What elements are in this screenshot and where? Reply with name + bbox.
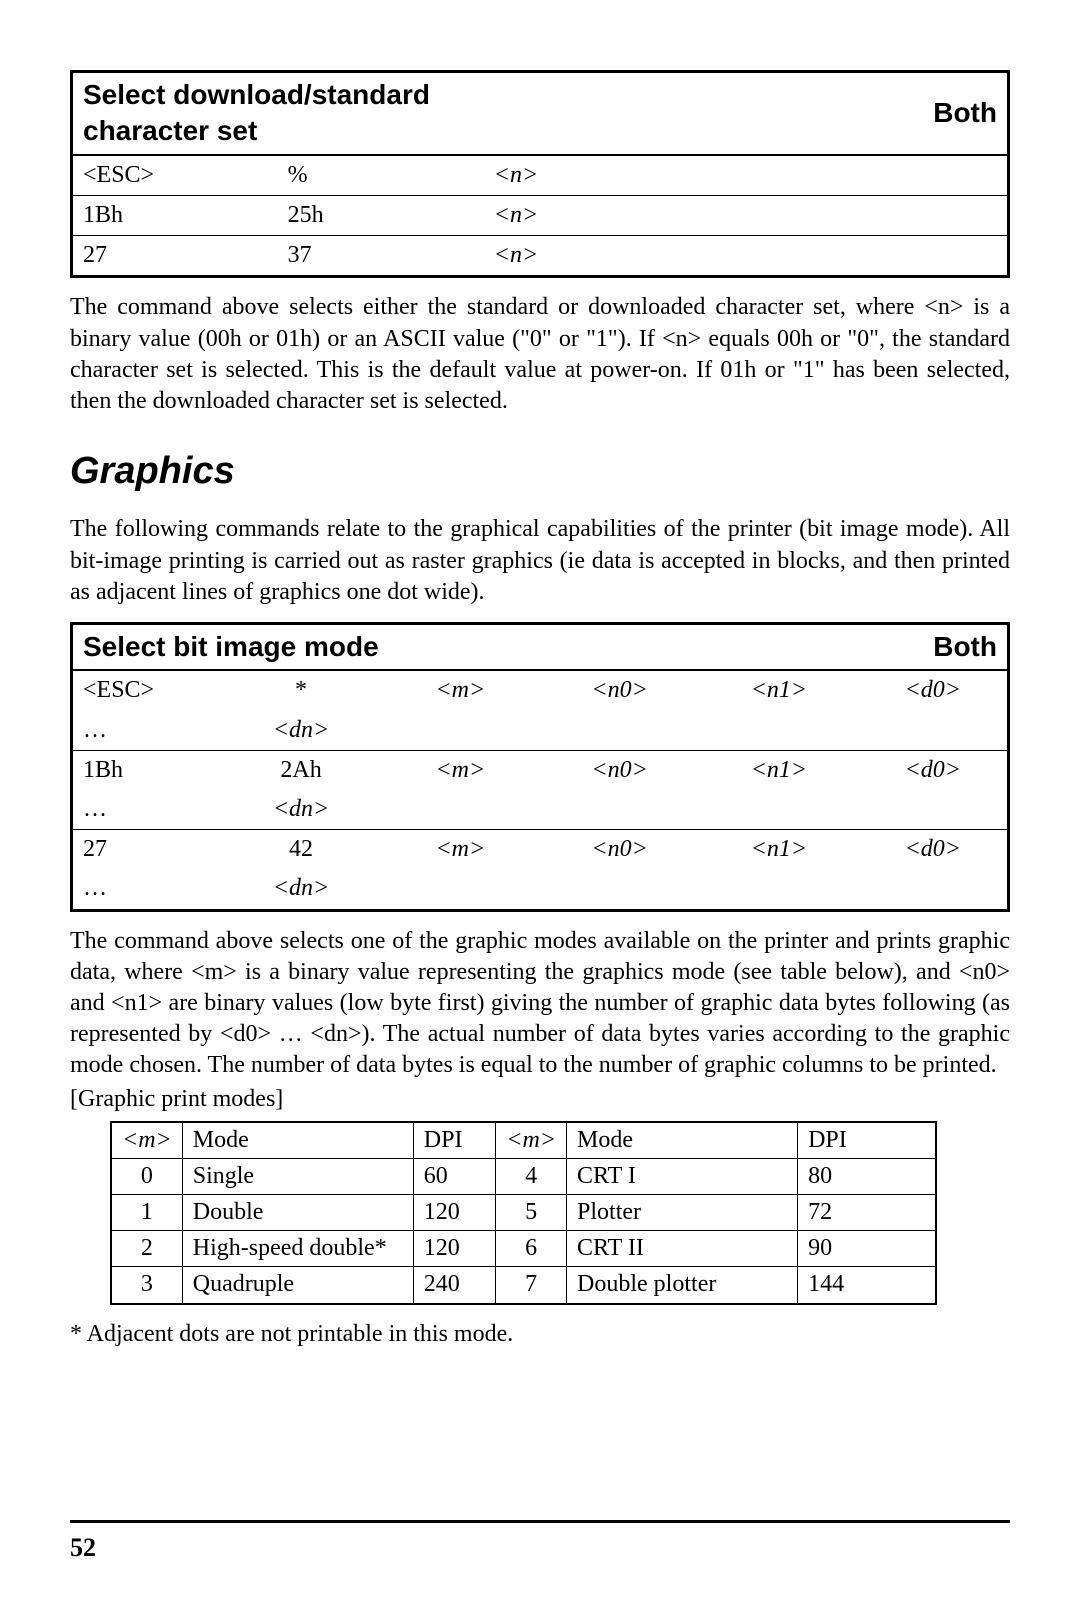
section-heading-graphics: Graphics [70,447,1010,496]
t1-r2-c1: 27 [72,236,278,277]
dpi-h-m1: <m> [111,1122,182,1159]
dpi-r2-dpi2: 90 [798,1231,937,1267]
dpi-h-mode1: Mode [182,1122,413,1159]
dpi-r2-m2: 6 [496,1231,567,1267]
dpi-r3-mode1: Quadruple [182,1267,413,1304]
t2-r1-s1: … [72,790,222,830]
t1-r1-c1: 1Bh [72,195,278,235]
t1-r2-c2: 37 [278,236,484,277]
t1-r2-c3: <n> [484,236,1009,277]
t2-r0-s2: <dn> [221,711,380,751]
dpi-r1-m1: 1 [111,1195,182,1231]
dpi-r3-dpi2: 144 [798,1267,937,1304]
t2-r1-s2: <dn> [221,790,380,830]
t1-r0-c3: <n> [484,155,1009,196]
t2-r2-c6: <d0> [859,830,1009,870]
t2-r2-c4: <n0> [540,830,699,870]
t1-r1-c3: <n> [484,195,1009,235]
paragraph-1: The command above selects either the sta… [70,292,1010,417]
t2-r0-c5: <n1> [699,670,858,710]
dpi-r3-m1: 3 [111,1267,182,1304]
dpi-h-dpi2: DPI [798,1122,937,1159]
t2-r0-c2: * [221,670,380,710]
t2-r1-c1: 1Bh [72,750,222,790]
t2-r0-c1: <ESC> [72,670,222,710]
table-dpi-modes: <m> Mode DPI <m> Mode DPI 0 Single 60 4 … [110,1121,937,1305]
dpi-r0-dpi1: 60 [413,1158,496,1194]
t2-r0-c6: <d0> [859,670,1009,710]
dpi-r2-dpi1: 120 [413,1231,496,1267]
dpi-r2-mode1: High-speed double* [182,1231,413,1267]
dpi-r1-mode1: Double [182,1195,413,1231]
table-select-bit-image: Select bit image mode Both <ESC> * <m> <… [70,622,1010,912]
dpi-r3-mode2: Double plotter [567,1267,798,1304]
paragraph-2: The following commands relate to the gra… [70,514,1010,608]
dpi-r0-mode2: CRT I [567,1158,798,1194]
t2-r1-c5: <n1> [699,750,858,790]
t2-r0-c3: <m> [381,670,540,710]
dpi-r1-mode2: Plotter [567,1195,798,1231]
t2-r0-s1: … [72,711,222,751]
t2-r2-s2: <dn> [221,869,380,910]
dpi-r1-dpi1: 120 [413,1195,496,1231]
t2-r2-s1: … [72,869,222,910]
dpi-r0-m2: 4 [496,1158,567,1194]
table2-right: Both [859,624,1009,671]
t2-r2-c1: 27 [72,830,222,870]
dpi-r0-mode1: Single [182,1158,413,1194]
t1-r0-c2: % [278,155,484,196]
dpi-r3-m2: 7 [496,1267,567,1304]
table1-right: Both [484,72,1009,155]
t2-r0-c4: <n0> [540,670,699,710]
dpi-h-m2: <m> [496,1122,567,1159]
t1-r0-c1: <ESC> [72,155,278,196]
dpi-r1-m2: 5 [496,1195,567,1231]
dpi-r3-dpi1: 240 [413,1267,496,1304]
dpi-r0-dpi2: 80 [798,1158,937,1194]
table-select-download: Select download/standard character set B… [70,70,1010,278]
t2-r2-c3: <m> [381,830,540,870]
dpi-r2-m1: 2 [111,1231,182,1267]
dpi-r1-dpi2: 72 [798,1195,937,1231]
table1-title: Select download/standard character set [72,72,484,155]
t2-r1-c2: 2Ah [221,750,380,790]
t2-r1-c6: <d0> [859,750,1009,790]
page-number: 52 [70,1520,1010,1565]
table2-title: Select bit image mode [72,624,859,671]
t2-r1-c3: <m> [381,750,540,790]
dpi-h-mode2: Mode [567,1122,798,1159]
t1-r1-c2: 25h [278,195,484,235]
dpi-r2-mode2: CRT II [567,1231,798,1267]
t2-r2-c2: 42 [221,830,380,870]
t2-r1-c4: <n0> [540,750,699,790]
t2-r2-c5: <n1> [699,830,858,870]
dpi-h-dpi1: DPI [413,1122,496,1159]
dpi-caption: [Graphic print modes] [70,1084,1010,1115]
dpi-r0-m1: 0 [111,1158,182,1194]
paragraph-3: The command above selects one of the gra… [70,926,1010,1082]
footnote: * Adjacent dots are not printable in thi… [70,1319,1010,1350]
